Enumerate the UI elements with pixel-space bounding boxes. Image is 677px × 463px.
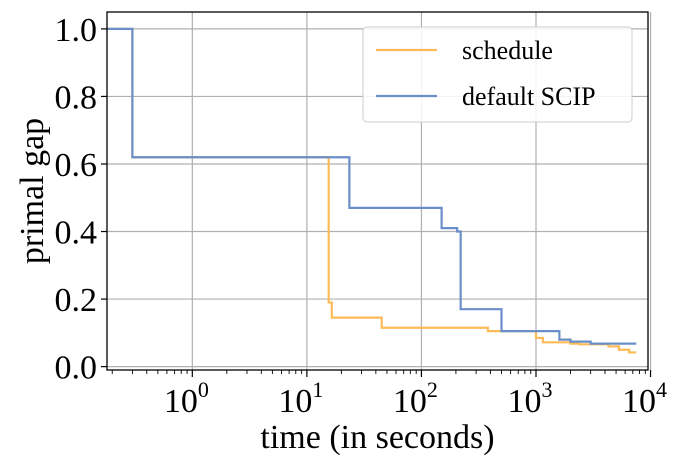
plot-area-frame [106, 11, 649, 371]
y-tick-label: 0.8 [55, 79, 98, 116]
series-line-schedule [107, 27, 637, 354]
y-tick-label: 0.4 [55, 215, 98, 252]
y-tick-label: 0.2 [55, 282, 98, 319]
x-tick-exponent: 1 [312, 377, 323, 402]
y-tick-label: 0.6 [55, 147, 98, 184]
x-tick-exponent: 4 [656, 377, 667, 402]
x-tick-label: 104 [622, 377, 667, 420]
y-axis-label: primal gap [14, 118, 51, 264]
legend-label-default-scip: default SCIP [462, 82, 596, 111]
x-tick-label: 100 [164, 377, 209, 420]
x-tick-exponent: 0 [198, 377, 209, 402]
x-tick-label: 103 [507, 377, 552, 420]
legend-label-schedule: schedule [462, 36, 553, 65]
x-tick-exponent: 3 [541, 377, 552, 402]
x-tick-exponent: 2 [427, 377, 438, 402]
x-tick-label: 101 [278, 377, 323, 420]
legend: schedule default SCIP [362, 26, 633, 123]
series-line-default-scip [107, 27, 637, 345]
y-tick-label: 0.0 [55, 350, 98, 387]
x-axis-label: time (in seconds) [260, 419, 494, 456]
y-tick-label: 1.0 [55, 12, 98, 49]
series-lines [107, 27, 637, 354]
x-tick-label: 102 [393, 377, 438, 420]
